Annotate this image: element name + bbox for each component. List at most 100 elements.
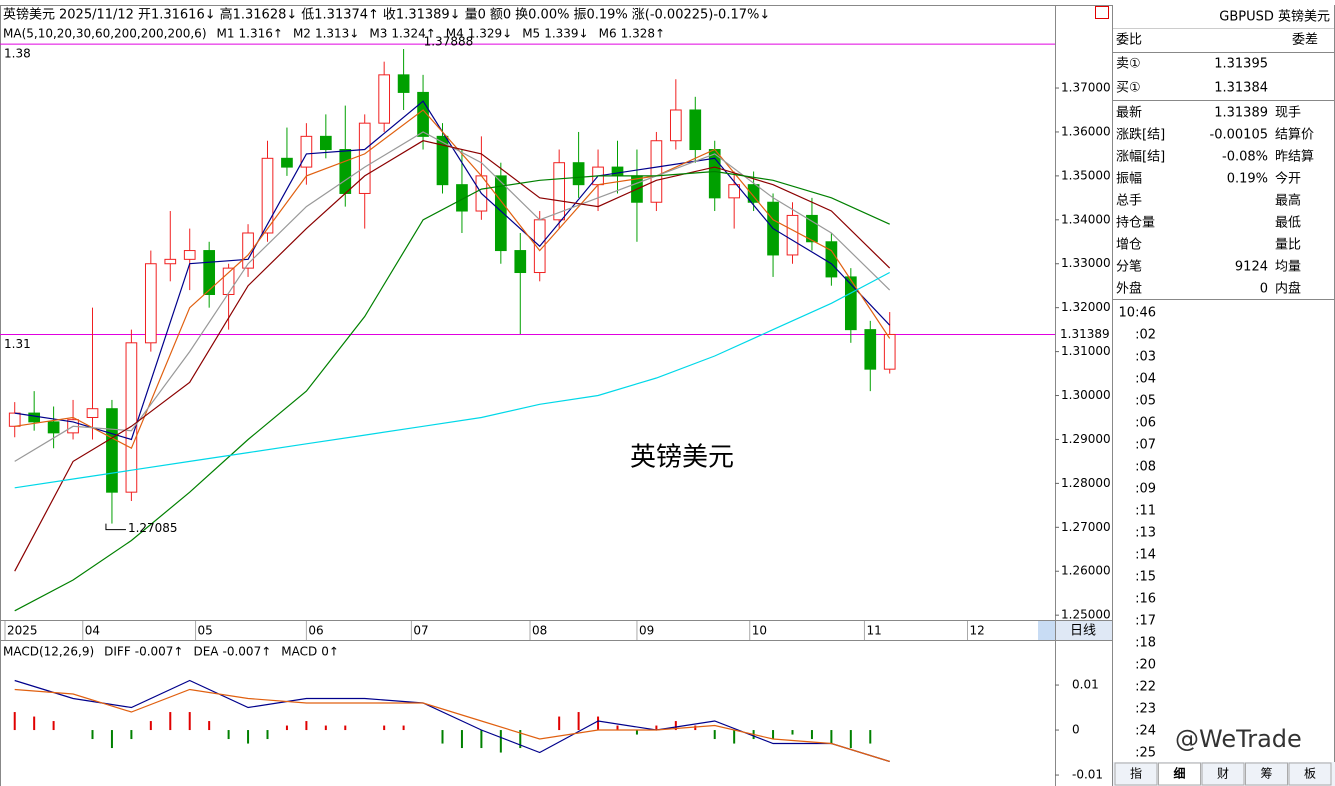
tick-time: :15: [1135, 570, 1156, 585]
window-icon[interactable]: [1095, 6, 1109, 19]
reference-label: 1.31: [4, 337, 31, 351]
legend-value: 1.313↓: [315, 27, 359, 41]
legend-value: 1.329↓: [468, 27, 512, 41]
row-label: 分笔: [1116, 259, 1142, 275]
row-label: 内盘: [1275, 281, 1301, 297]
row-label: 涨跌[结]: [1116, 127, 1165, 143]
y-tick-label: 1.31000: [1061, 344, 1111, 358]
candle-body: [572, 162, 585, 186]
tab[interactable]: [1114, 762, 1158, 786]
candle-body: [28, 412, 41, 423]
tick-time: :18: [1135, 636, 1156, 651]
quote-field: 振0.19%: [573, 8, 627, 23]
tab[interactable]: [1201, 762, 1245, 786]
row-value: 1.31384: [1214, 81, 1268, 96]
tab-label[interactable]: 板: [1304, 767, 1316, 781]
candle-body: [553, 162, 566, 221]
quote-field: 低1.31374↑: [301, 8, 379, 23]
candle-body: [203, 250, 216, 295]
watermark: 英镑美元: [630, 443, 734, 473]
tick-time: :08: [1135, 460, 1156, 475]
x-tick-label: 11: [866, 624, 881, 638]
scrollbar[interactable]: [1038, 621, 1055, 640]
row-label: 涨幅[结]: [1116, 150, 1165, 165]
candle-body: [436, 135, 449, 186]
y-tick-label: 0: [1072, 723, 1080, 737]
tick-time: :14: [1135, 548, 1156, 563]
row-value: 1.31395: [1214, 57, 1268, 72]
candle-body: [844, 276, 857, 331]
row-label: 委比: [1116, 33, 1142, 48]
tab-label[interactable]: 指: [1130, 766, 1142, 781]
indicator-line: [14, 170, 890, 612]
candle-body: [164, 258, 177, 265]
candle-body: [358, 122, 371, 194]
period-box[interactable]: [1056, 621, 1112, 640]
legend-name: M6: [599, 27, 617, 41]
quote-field: 换0.00%: [515, 8, 569, 23]
candle-body: [86, 408, 99, 418]
tab[interactable]: [1158, 762, 1201, 786]
tab[interactable]: [1288, 762, 1332, 786]
last-price-label: 1.31389: [1060, 327, 1110, 341]
candle-body: [689, 109, 702, 151]
tick-time: :07: [1135, 438, 1156, 453]
bar-date: 2025/11/12: [59, 8, 134, 23]
y-tick-label: 1.28000: [1061, 476, 1111, 490]
legend-value: 1.328↑: [621, 27, 665, 41]
candle-body: [222, 267, 235, 295]
tick-time: :17: [1135, 614, 1156, 629]
candle-body: [281, 157, 293, 168]
ma-legend-title: MA(5,10,20,30,60,200,200,200,6): [3, 27, 207, 41]
indicator-line: [14, 688, 890, 763]
x-tick-label: 06: [308, 624, 323, 638]
tick-time: :03: [1135, 350, 1156, 365]
quote-field: 量0: [465, 8, 486, 23]
tab-label[interactable]: 细: [1173, 766, 1185, 781]
row-value: 0: [1260, 282, 1268, 297]
quote-field: 高1.31628↓: [220, 7, 298, 23]
y-tick-label: 1.34000: [1061, 212, 1111, 226]
period-label[interactable]: 日线: [1070, 624, 1096, 639]
legend-name: M3: [369, 27, 387, 41]
tick-time: 10:46: [1119, 306, 1156, 321]
tab-label[interactable]: 筹: [1260, 767, 1272, 781]
candle-body: [106, 408, 118, 493]
candle-body: [378, 74, 391, 124]
row-label: 外盘: [1116, 281, 1142, 297]
row-label: 增仓: [1116, 238, 1142, 253]
macd-title: MACD(12,26,9): [3, 645, 94, 659]
legend-value: 1.324↑: [391, 27, 435, 41]
x-tick-label: 07: [413, 624, 428, 638]
x-tick-label: 09: [639, 624, 654, 638]
x-tick-label: 12: [970, 624, 985, 638]
y-tick-label: 0.01: [1072, 678, 1099, 692]
candle-body: [494, 175, 507, 252]
tick-time: :04: [1135, 372, 1156, 387]
indicator-line: [14, 271, 890, 489]
row-label: 昨结算: [1275, 150, 1314, 165]
x-tick-label: 04: [85, 624, 100, 638]
row-value: 0.19%: [1227, 172, 1268, 187]
tab-label[interactable]: 财: [1217, 767, 1229, 781]
candle-body: [47, 421, 60, 434]
candle-body: [806, 214, 818, 243]
indicator-line: [14, 109, 891, 450]
legend-name: M1: [217, 27, 235, 41]
candle-body: [883, 333, 896, 370]
tab[interactable]: [1245, 762, 1288, 786]
brand-watermark: @WeTrade: [1175, 725, 1302, 753]
tick-time: :09: [1135, 482, 1156, 497]
tick-time: :06: [1135, 416, 1156, 431]
y-tick-label: 1.29000: [1061, 432, 1111, 446]
row-label: 量比: [1275, 238, 1301, 253]
candle-body: [397, 74, 410, 93]
panel-title: GBPUSD 英镑美元: [1219, 9, 1330, 25]
row-value: 9124: [1235, 260, 1268, 275]
candle-body: [514, 250, 527, 274]
candle-body: [183, 250, 196, 260]
candle-body: [747, 184, 760, 203]
tick-time: :23: [1135, 702, 1156, 717]
row-value: -0.00105: [1210, 128, 1268, 143]
